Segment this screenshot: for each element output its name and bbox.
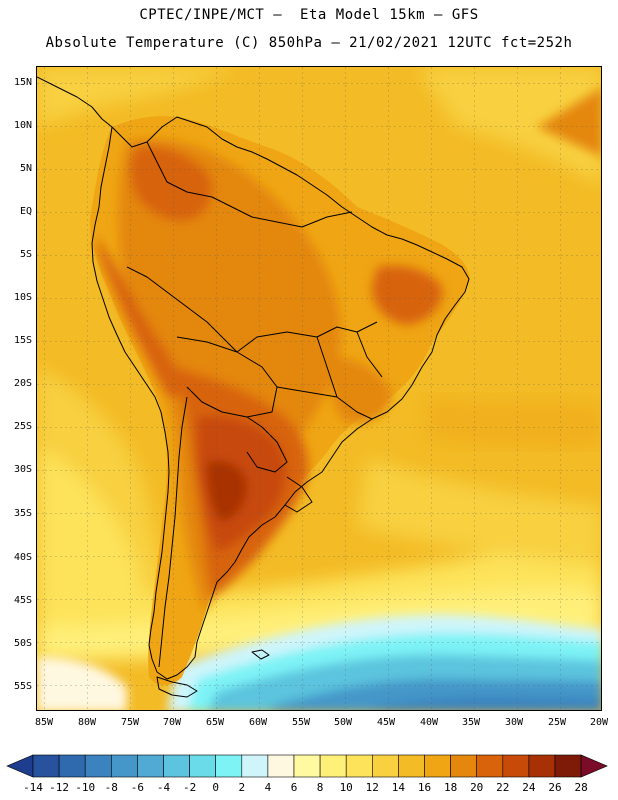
border-paraguay	[246, 416, 288, 473]
legend-tick-label: 6	[291, 781, 298, 794]
lat-label: EQ	[19, 206, 32, 217]
coastline-central-america	[37, 76, 113, 128]
legend-swatch	[215, 754, 243, 778]
lat-label: 45S	[13, 595, 32, 606]
legend-swatch	[528, 754, 556, 778]
legend-arrow-low	[6, 754, 34, 778]
coastline-tierra-del-fuego	[156, 676, 198, 698]
legend-swatch	[398, 754, 425, 778]
legend-tick-label: 20	[470, 781, 483, 794]
lon-label: 65W	[205, 717, 225, 728]
lon-label: 40W	[419, 717, 439, 728]
lon-label: 25W	[547, 717, 567, 728]
legend-tick-label: -6	[131, 781, 144, 794]
lat-label: 30S	[13, 464, 32, 475]
falklands-islands	[251, 649, 270, 660]
coastline-south-america	[91, 116, 470, 680]
border-peru-brazil	[126, 266, 238, 353]
legend-swatch	[424, 754, 451, 778]
legend-swatch	[58, 754, 86, 778]
legend-tick-label: 14	[392, 781, 406, 794]
legend-swatch	[267, 754, 295, 778]
border-venezuela-brazil	[231, 206, 353, 228]
legend-tick-label: 28	[574, 781, 587, 794]
legend-tick-label: -8	[105, 781, 118, 794]
legend-swatch	[476, 754, 504, 778]
lat-label: 20S	[13, 378, 32, 389]
legend-swatch	[319, 754, 347, 778]
lat-label: 10S	[13, 292, 32, 303]
border-brazil-states	[276, 331, 383, 420]
lat-lon-grid	[37, 67, 601, 710]
legend-tick-label: -10	[75, 781, 95, 794]
lat-label: 35S	[13, 508, 32, 519]
legend-tick-label: 4	[265, 781, 272, 794]
legend-swatch	[450, 754, 478, 778]
map-title-line2: Absolute Temperature (C) 850hPa – 21/02/…	[45, 35, 573, 51]
color-legend-bar: -14 -12 -10 -8 -6 -4 -2 0 2 4 6 8 10 12 14 16 18 20 22 24 26…	[6, 754, 608, 794]
legend-arrow-high	[580, 754, 608, 778]
lon-label: 50W	[333, 717, 353, 728]
lon-label: 60W	[248, 717, 268, 728]
legend-swatch	[111, 754, 138, 778]
map-title-line1: CPTEC/INPE/MCT – Eta Model 15km – GFS	[139, 7, 479, 23]
legend-tick-label: -4	[157, 781, 171, 794]
legend-tick-label: 12	[366, 781, 379, 794]
border-argentina-chile	[158, 396, 188, 668]
lon-label: 55W	[291, 717, 311, 728]
legend-swatch	[84, 754, 112, 778]
legend-swatch	[32, 754, 60, 778]
lon-label: 35W	[461, 717, 481, 728]
legend-swatch	[163, 754, 190, 778]
lon-label: 85W	[34, 717, 54, 728]
lon-label: 70W	[162, 717, 182, 728]
legend-swatch	[554, 754, 582, 778]
coastline-overlay	[37, 76, 470, 698]
legend-tick-label: -14	[23, 781, 43, 794]
legend-tick-label: 8	[317, 781, 324, 794]
legend-swatch	[345, 754, 373, 778]
legend-tick-label: 0	[212, 781, 219, 794]
lon-label: 80W	[77, 717, 97, 728]
lat-label: 50S	[13, 638, 32, 649]
legend-tick-label: 22	[496, 781, 509, 794]
border-colombia-venezuela	[146, 141, 233, 208]
border-bolivia	[176, 336, 278, 418]
border-uruguay	[284, 476, 313, 513]
legend-tick-label: 24	[522, 781, 536, 794]
legend-swatch	[293, 754, 321, 778]
legend-tick-label: -2	[183, 781, 196, 794]
legend-tick-label: 16	[418, 781, 431, 794]
lat-label: 15N	[13, 77, 32, 88]
legend-swatch	[371, 754, 399, 778]
lat-label: 25S	[13, 421, 32, 432]
map-canvas	[36, 66, 602, 711]
legend-tick-label: 2	[238, 781, 245, 794]
lat-label: 10N	[13, 120, 32, 131]
legend-swatch	[189, 754, 217, 778]
legend-tick-label: 18	[444, 781, 457, 794]
legend-tick-label: -12	[49, 781, 69, 794]
legend-swatch	[502, 754, 530, 778]
legend-tick-label: 10	[340, 781, 353, 794]
lon-label: 30W	[504, 717, 524, 728]
legend-swatch	[241, 754, 269, 778]
legend-tick-label: 26	[548, 781, 561, 794]
lat-label: 55S	[13, 681, 32, 692]
legend-swatch	[137, 754, 164, 778]
lat-label: 5N	[19, 163, 32, 174]
lat-label: 40S	[13, 552, 32, 563]
lat-label: 5S	[19, 249, 32, 260]
lon-label: 20W	[589, 717, 609, 728]
lon-label: 45W	[376, 717, 396, 728]
color-legend: -14 -12 -10 -8 -6 -4 -2 0 2 4 6 8 10 12 14 16 18 20 22 24 26…	[0, 745, 618, 795]
lon-label: 75W	[120, 717, 140, 728]
lat-label: 15S	[13, 335, 32, 346]
